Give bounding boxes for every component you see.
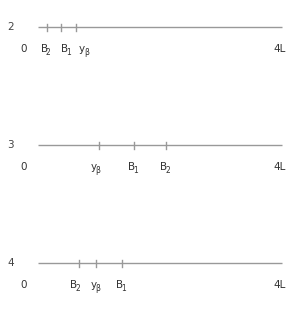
Text: 0: 0: [20, 162, 27, 172]
Text: y: y: [90, 162, 96, 172]
Text: β: β: [95, 284, 100, 293]
Text: 1: 1: [122, 284, 126, 293]
Text: 1: 1: [66, 48, 71, 57]
Text: β: β: [95, 166, 100, 175]
Text: 4L: 4L: [274, 162, 286, 172]
Text: 1: 1: [133, 166, 138, 175]
Text: 4: 4: [7, 258, 14, 268]
Text: B: B: [61, 44, 68, 54]
Text: y: y: [79, 44, 85, 54]
Text: 0: 0: [20, 44, 27, 54]
Text: β: β: [84, 48, 89, 57]
Text: 4L: 4L: [274, 280, 286, 290]
Text: 2: 2: [7, 22, 14, 32]
Text: B: B: [128, 162, 135, 172]
Text: 2: 2: [46, 48, 51, 57]
Text: B: B: [41, 44, 48, 54]
Text: 4L: 4L: [274, 44, 286, 54]
Text: 2: 2: [165, 166, 170, 175]
Text: 0: 0: [20, 280, 27, 290]
Text: 2: 2: [75, 284, 80, 293]
Text: B: B: [116, 280, 123, 290]
Text: 3: 3: [7, 140, 14, 150]
Text: y: y: [90, 280, 96, 290]
Text: B: B: [160, 162, 167, 172]
Text: B: B: [70, 280, 77, 290]
